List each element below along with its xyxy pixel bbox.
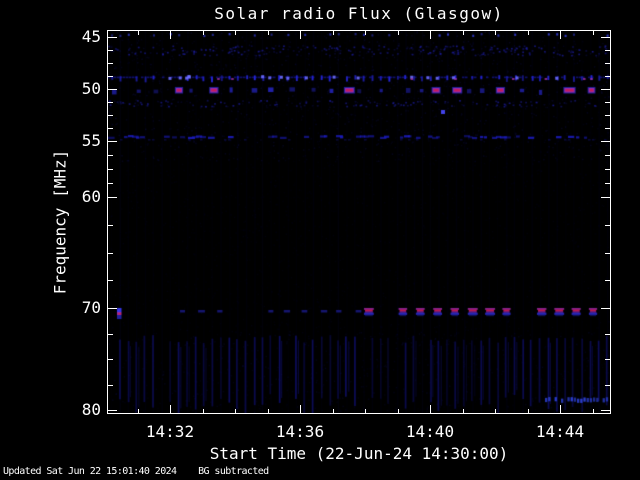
x-minor-tick <box>527 409 529 413</box>
x-minor-tick <box>137 31 139 35</box>
y-major-tick <box>108 410 117 411</box>
y-minor-tick <box>605 359 610 360</box>
x-major-tick <box>300 405 301 413</box>
x-minor-tick <box>332 31 334 35</box>
x-minor-tick <box>462 409 464 413</box>
x-minor-tick <box>332 409 334 413</box>
y-minor-tick <box>108 102 113 103</box>
x-minor-tick <box>365 31 366 35</box>
x-tick-label: 14:40 <box>405 422 455 441</box>
x-minor-tick <box>495 409 496 413</box>
x-minor-tick <box>495 31 496 35</box>
y-major-tick <box>601 308 610 309</box>
y-minor-tick <box>108 169 113 170</box>
y-major-tick <box>601 89 610 90</box>
x-minor-tick <box>397 409 399 413</box>
y-minor-tick <box>108 115 113 116</box>
y-tick-label: 55 <box>81 131 101 150</box>
x-tick-label: 14:36 <box>275 422 325 441</box>
y-minor-tick <box>605 183 610 184</box>
y-major-tick <box>601 410 610 411</box>
x-minor-tick <box>267 31 269 35</box>
y-minor-tick <box>108 359 113 360</box>
y-minor-tick <box>108 252 113 254</box>
x-major-tick <box>430 31 431 39</box>
y-minor-tick <box>605 333 610 335</box>
y-major-tick <box>601 141 610 142</box>
y-major-tick <box>108 308 117 309</box>
y-minor-tick <box>605 224 610 226</box>
plot-frame <box>107 30 611 414</box>
y-minor-tick <box>108 128 113 129</box>
x-minor-tick <box>462 31 464 35</box>
y-minor-tick <box>108 63 113 64</box>
y-major-tick <box>108 141 117 142</box>
y-minor-tick <box>605 169 610 170</box>
y-minor-tick <box>605 252 610 254</box>
x-minor-tick <box>202 31 204 35</box>
y-minor-tick <box>108 155 113 156</box>
y-major-tick <box>601 37 610 38</box>
x-minor-tick <box>365 409 366 413</box>
spectrogram-canvas <box>108 31 610 413</box>
x-minor-tick <box>397 31 399 35</box>
y-minor-tick <box>605 384 610 386</box>
y-major-tick <box>601 197 610 198</box>
x-major-tick <box>430 405 431 413</box>
x-minor-tick <box>235 31 236 35</box>
x-major-tick <box>560 405 561 413</box>
y-major-tick <box>108 37 117 38</box>
x-minor-tick <box>267 409 269 413</box>
y-tick-label: 50 <box>81 79 101 98</box>
x-minor-tick <box>235 409 236 413</box>
x-minor-tick <box>137 409 139 413</box>
x-minor-tick <box>592 31 594 35</box>
y-minor-tick <box>605 280 610 282</box>
y-axis-title: Frequency [MHz] <box>50 149 70 295</box>
y-minor-tick <box>605 115 610 116</box>
y-minor-tick <box>605 63 610 64</box>
x-tick-label: 14:32 <box>145 422 195 441</box>
y-tick-label: 45 <box>81 27 101 46</box>
y-minor-tick <box>605 102 610 103</box>
y-tick-label: 80 <box>81 400 101 419</box>
y-minor-tick <box>108 280 113 282</box>
x-minor-tick <box>202 409 204 413</box>
y-minor-tick <box>108 333 113 335</box>
y-major-tick <box>108 89 117 90</box>
footer-status: Updated Sat Jun 22 15:01:40 2024 BG subt… <box>3 466 269 477</box>
y-minor-tick <box>108 76 113 77</box>
y-minor-tick <box>605 76 610 77</box>
x-major-tick <box>170 405 171 413</box>
x-major-tick <box>300 31 301 39</box>
x-major-tick <box>170 31 171 39</box>
x-major-tick <box>560 31 561 39</box>
y-tick-label: 70 <box>81 298 101 317</box>
y-minor-tick <box>108 50 113 51</box>
y-minor-tick <box>605 50 610 51</box>
x-tick-label: 14:44 <box>535 422 585 441</box>
x-axis-title: Start Time (22-Jun-24 14:30:00) <box>209 444 509 463</box>
y-major-tick <box>108 197 117 198</box>
x-minor-tick <box>592 409 594 413</box>
y-minor-tick <box>108 384 113 386</box>
y-tick-label: 60 <box>81 187 101 206</box>
x-minor-tick <box>527 31 529 35</box>
chart-title: Solar radio Flux (Glasgow) <box>214 4 504 23</box>
y-minor-tick <box>605 155 610 156</box>
y-minor-tick <box>108 224 113 226</box>
y-minor-tick <box>605 128 610 129</box>
y-minor-tick <box>108 183 113 184</box>
